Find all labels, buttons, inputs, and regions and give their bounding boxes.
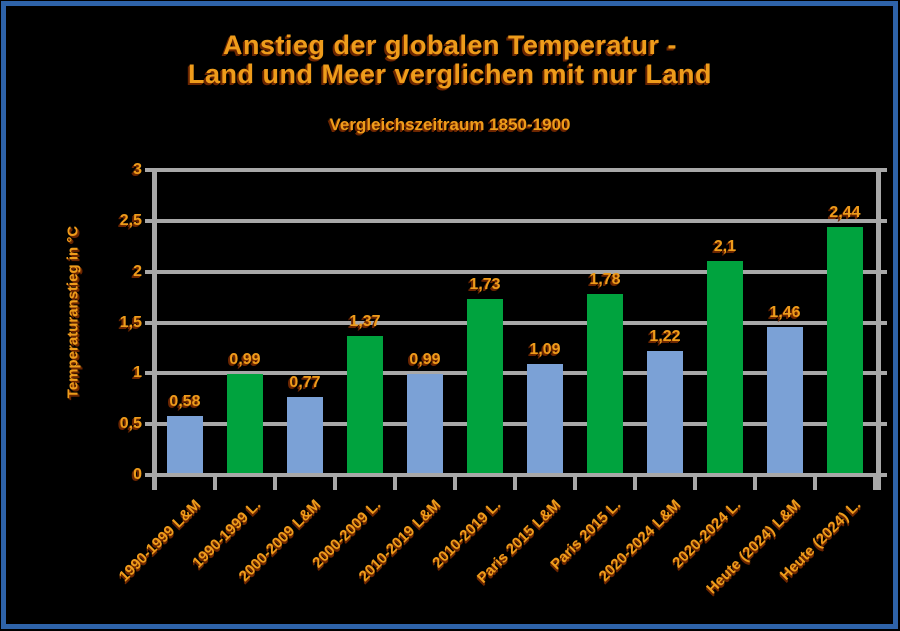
x-axis-tick xyxy=(633,475,637,490)
bar xyxy=(587,294,623,475)
x-axis-category-label: 1990-1999 L&M xyxy=(115,496,205,585)
chart-title-line2: Land und Meer verglichen mit nur Land xyxy=(187,59,713,89)
bar xyxy=(467,299,503,475)
chart-subtitle: Vergleichszeitraum 1850-1900 xyxy=(329,115,571,134)
y-axis-tick-label: 2,5 xyxy=(119,211,142,229)
chart-title-line1: Anstieg der globalen Temperatur - xyxy=(222,30,678,60)
x-axis-tick xyxy=(873,475,877,490)
x-axis-tick xyxy=(273,475,277,490)
bar-value-label: 2,1 xyxy=(713,238,737,255)
gridline xyxy=(145,218,887,223)
x-axis-category-label: 2020-2024 L&M xyxy=(595,496,685,585)
y-axis-tick-label: 3 xyxy=(133,161,142,178)
x-axis-tick xyxy=(513,475,517,490)
bar xyxy=(827,227,863,475)
bar xyxy=(707,261,743,475)
y-axis-line xyxy=(152,168,157,490)
x-axis-tick xyxy=(693,475,697,490)
x-axis-category-label: 2000-2009 L&M xyxy=(235,496,325,585)
y-axis-tick-label: 0,5 xyxy=(119,415,142,433)
bar-value-label: 1,46 xyxy=(769,304,801,321)
x-axis-tick xyxy=(153,475,157,490)
x-axis-category-label: Heute (2024) L. xyxy=(776,496,865,584)
gridline xyxy=(145,269,887,274)
bar xyxy=(347,336,383,475)
x-axis-tick xyxy=(333,475,337,490)
x-axis-tick xyxy=(453,475,457,490)
bar-value-label: 0,58 xyxy=(169,393,201,410)
bar-value-label: 1,73 xyxy=(469,276,501,293)
bar xyxy=(167,416,203,475)
x-axis-category-label: 2010-2019 L&M xyxy=(355,496,445,585)
bar xyxy=(227,374,263,475)
y-axis-tick-label: 0 xyxy=(133,466,142,483)
bar-value-label: 0,99 xyxy=(409,351,441,368)
bar-value-label: 0,99 xyxy=(229,351,261,368)
bar xyxy=(647,351,683,475)
bar-value-label: 1,09 xyxy=(529,341,561,358)
x-axis-tick xyxy=(573,475,577,490)
y-axis-tick-label: 2 xyxy=(133,262,142,280)
x-axis-tick xyxy=(813,475,817,490)
bar-value-label: 1,78 xyxy=(589,271,621,288)
bar xyxy=(767,327,803,475)
gridline xyxy=(145,422,887,427)
gridline xyxy=(145,320,887,325)
bar xyxy=(527,364,563,475)
bar-value-label: 0,77 xyxy=(289,374,321,391)
y-axis-tick-label: 1 xyxy=(133,364,142,382)
bar-value-label: 2,44 xyxy=(829,204,861,221)
x-axis-tick xyxy=(753,475,757,490)
x-axis-category-label: Paris 2015 L&M xyxy=(473,496,565,587)
bar xyxy=(407,374,443,475)
y-axis-tick-label: 1,5 xyxy=(119,313,142,331)
x-axis-tick xyxy=(213,475,217,490)
x-axis-tick xyxy=(393,475,397,490)
plot-right-border-line xyxy=(876,168,881,490)
gridline xyxy=(145,168,887,172)
bar-value-label: 1,22 xyxy=(649,328,681,345)
bar-value-label: 1,37 xyxy=(349,313,381,330)
gridline xyxy=(145,371,887,376)
y-axis-title: Temperaturanstieg in °C xyxy=(64,225,82,399)
bar xyxy=(287,397,323,475)
